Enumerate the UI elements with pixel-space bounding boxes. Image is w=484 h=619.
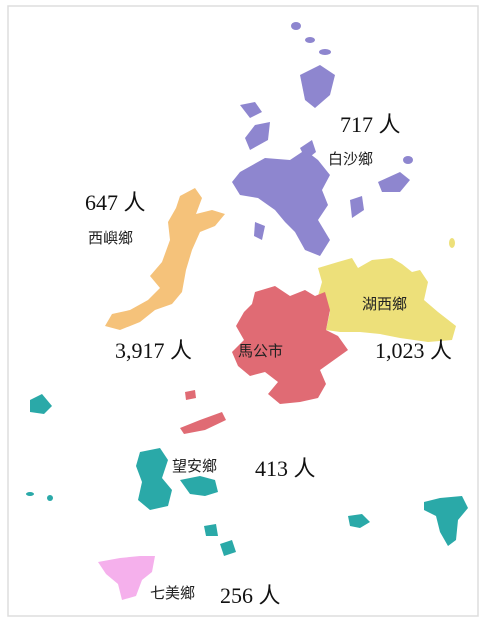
population-label: 3,917 人 — [115, 338, 192, 363]
population-label: 256 人 — [220, 583, 281, 608]
xiyu-region — [105, 188, 225, 330]
wangan-region — [26, 394, 468, 556]
region-name: 馬公市 — [238, 342, 283, 360]
population-label: 717 人 — [340, 112, 401, 137]
baisha-region — [232, 22, 455, 256]
magong-region — [180, 286, 348, 434]
region-name: 七美鄉 — [150, 584, 195, 602]
region-name: 湖西鄉 — [362, 295, 407, 313]
population-label: 647 人 — [85, 190, 146, 215]
population-label: 413 人 — [255, 456, 316, 481]
region-name: 望安鄉 — [172, 457, 217, 475]
qimei-region — [98, 556, 155, 600]
population-label: 1,023 人 — [375, 338, 452, 363]
huxi-region — [318, 258, 456, 342]
region-name: 西嶼鄉 — [88, 229, 133, 247]
region-name: 白沙鄉 — [328, 150, 373, 168]
